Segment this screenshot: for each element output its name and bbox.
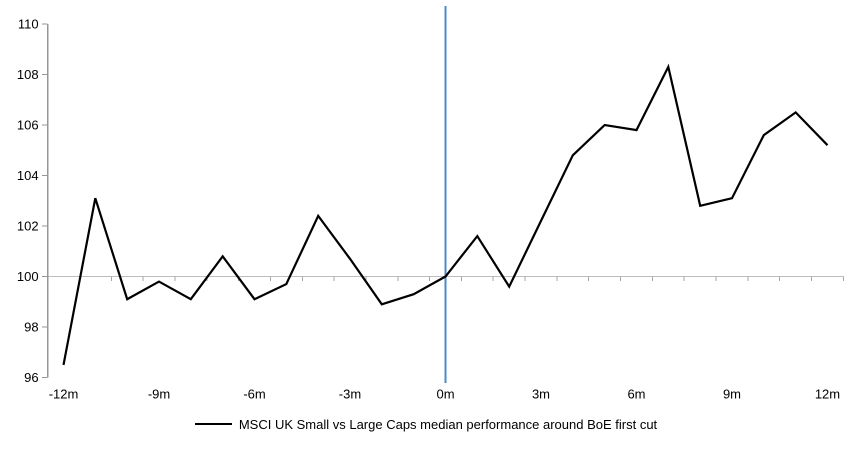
y-axis-tick-label: 100 [17,269,39,284]
legend-label: MSCI UK Small vs Large Caps median perfo… [238,416,658,432]
x-axis-tick-label: -12m [49,387,79,402]
y-axis-tick-label: 96 [24,370,38,385]
x-axis-tick-label: -6m [243,387,265,402]
y-axis-tick-label: 108 [17,67,39,82]
x-axis-tick-label: 0m [436,387,454,402]
series-line-msci-uk-small-vs-large [62,63,829,366]
y-axis-tick-label: 104 [17,168,39,183]
x-axis-tick-label: 9m [723,387,741,402]
legend: MSCI UK Small vs Large Caps median perfo… [0,414,852,434]
x-axis-tick-label: -3m [339,387,361,402]
x-axis-tick-label: 6m [627,387,645,402]
y-axis-tick-label: 102 [17,219,39,234]
y-axis-tick-label: 106 [17,118,39,133]
y-axis-tick-label: 110 [18,17,39,32]
x-axis-tick-label: -9m [148,387,170,402]
x-axis-tick-label: 12m [815,387,840,402]
x-axis-tick-label: 3m [532,387,550,402]
legend-line-swatch [194,423,232,425]
y-axis-tick-label: 98 [24,320,38,335]
